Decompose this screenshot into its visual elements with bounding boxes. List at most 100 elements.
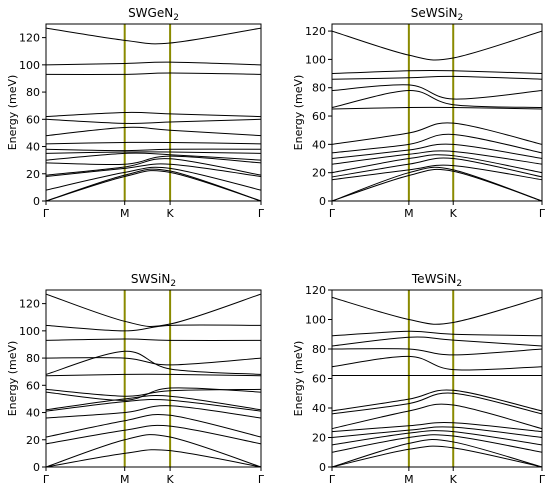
chart-title-subscript: 2: [456, 279, 462, 289]
x-tick-label: Γ: [43, 207, 50, 220]
phonon-band: [46, 388, 261, 397]
phonon-band: [332, 389, 542, 412]
band-group: [46, 293, 261, 467]
phonon-band: [332, 106, 542, 110]
y-tick-label: 20: [312, 432, 326, 445]
phonon-band: [46, 293, 261, 327]
band-group: [46, 27, 261, 201]
chart-title-subscript: 2: [170, 279, 176, 289]
phonon-band: [332, 348, 542, 356]
phonon-band: [46, 126, 261, 137]
y-tick-label: 80: [312, 82, 326, 95]
y-tick-label: 100: [305, 53, 326, 66]
phonon-band: [46, 163, 261, 177]
y-tick-label: 80: [26, 86, 40, 99]
axes-frame: [45, 289, 262, 468]
y-tick-label: 0: [319, 195, 326, 208]
phonon-band: [332, 166, 542, 201]
y-tick-label: 40: [312, 138, 326, 151]
x-tick-label: M: [404, 207, 414, 220]
phonon-band: [46, 155, 261, 166]
phonon-band: [332, 422, 542, 433]
y-tick-label: 120: [305, 25, 326, 38]
phonon-band: [332, 403, 542, 430]
band-group: [332, 296, 542, 467]
phonon-band: [46, 118, 261, 124]
chart-title-subscript: 2: [458, 13, 464, 23]
phonon-band: [46, 405, 261, 419]
phonon-band: [332, 30, 542, 61]
y-tick-label: 20: [26, 168, 40, 181]
y-tick-label: 60: [312, 373, 326, 386]
phonon-band: [46, 152, 261, 161]
y-tick-label: 40: [312, 402, 326, 415]
y-tick-label: 100: [19, 59, 40, 72]
phonon-band: [46, 27, 261, 45]
phonon-band: [46, 148, 261, 152]
phonon-band: [46, 424, 261, 445]
axes-frame: [331, 23, 543, 202]
phonon-band: [46, 449, 261, 467]
y-tick-label: 20: [26, 434, 40, 447]
y-tick-label: 0: [33, 195, 40, 208]
phonon-band: [46, 168, 261, 201]
phonon-band: [332, 330, 542, 337]
y-tick-label: 120: [19, 298, 40, 311]
band-structure-panel: 0 20 40 60 80 100 120 Γ M K Γ SWSiN2 Energy (meV): [6, 272, 265, 486]
phonon-band: [332, 439, 542, 467]
phonon-band: [332, 150, 542, 165]
phonon-band: [332, 154, 542, 174]
phonon-band: [332, 90, 542, 109]
phonon-band: [46, 72, 261, 75]
y-axis-label: Energy (meV): [292, 341, 305, 417]
y-tick-label: 100: [19, 325, 40, 338]
phonon-band: [46, 324, 261, 332]
phonon-band: [332, 296, 542, 325]
y-tick-label: 100: [305, 314, 326, 327]
phonon-band: [332, 355, 542, 371]
phonon-band: [332, 164, 542, 181]
x-tick-label: M: [404, 473, 414, 486]
chart-title: SeWSiN2: [411, 6, 464, 23]
phonon-band: [46, 434, 261, 467]
phonon-band: [332, 336, 542, 347]
phonon-band: [46, 395, 261, 411]
phonon-band: [46, 413, 261, 438]
y-tick-label: 0: [33, 461, 40, 474]
x-tick-label: Γ: [258, 207, 265, 220]
y-axis-label: Energy (meV): [292, 75, 305, 151]
phonon-band: [46, 170, 261, 201]
phonon-band: [332, 84, 542, 100]
phonon-band: [46, 357, 261, 366]
chart-title-text: SWSiN: [131, 272, 170, 286]
phonon-band: [46, 151, 261, 154]
axes-frame: [331, 289, 543, 468]
x-tick-label: M: [120, 473, 130, 486]
x-tick-label: K: [450, 473, 458, 486]
phonon-band: [332, 430, 542, 446]
chart-title: TeWSiN2: [411, 272, 462, 289]
band-group: [332, 30, 542, 201]
y-tick-label: 80: [26, 352, 40, 365]
chart-title-subscript: 2: [173, 13, 179, 23]
band-structure-panel: 0 20 40 60 80 100 120 Γ M K Γ SWGeN2 Energy (meV): [6, 6, 265, 220]
phonon-band: [46, 111, 261, 118]
x-tick-label: K: [450, 207, 458, 220]
chart-title-text: SeWSiN: [411, 6, 458, 20]
y-tick-label: 40: [26, 141, 40, 154]
x-tick-label: Γ: [258, 473, 265, 486]
phonon-band: [46, 166, 261, 191]
y-tick-label: 120: [305, 284, 326, 297]
phonon-band: [332, 122, 542, 145]
y-tick-label: 60: [26, 113, 40, 126]
phonon-band: [332, 157, 542, 178]
x-tick-label: Γ: [329, 473, 336, 486]
phonon-band: [46, 399, 261, 412]
phonon-band: [46, 373, 261, 377]
y-tick-label: 60: [312, 110, 326, 123]
x-tick-label: Γ: [539, 207, 546, 220]
phonon-band: [332, 392, 542, 415]
y-axis-label: Energy (meV): [6, 75, 19, 151]
phonon-band: [46, 158, 261, 176]
